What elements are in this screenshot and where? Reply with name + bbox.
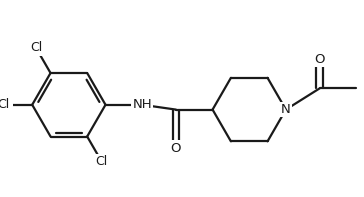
Text: Cl: Cl — [30, 42, 42, 54]
Text: O: O — [171, 142, 181, 155]
Text: NH: NH — [132, 98, 152, 111]
Text: Cl: Cl — [95, 155, 108, 168]
Text: O: O — [314, 53, 325, 66]
Text: N: N — [281, 103, 291, 116]
Text: Cl: Cl — [0, 98, 9, 111]
